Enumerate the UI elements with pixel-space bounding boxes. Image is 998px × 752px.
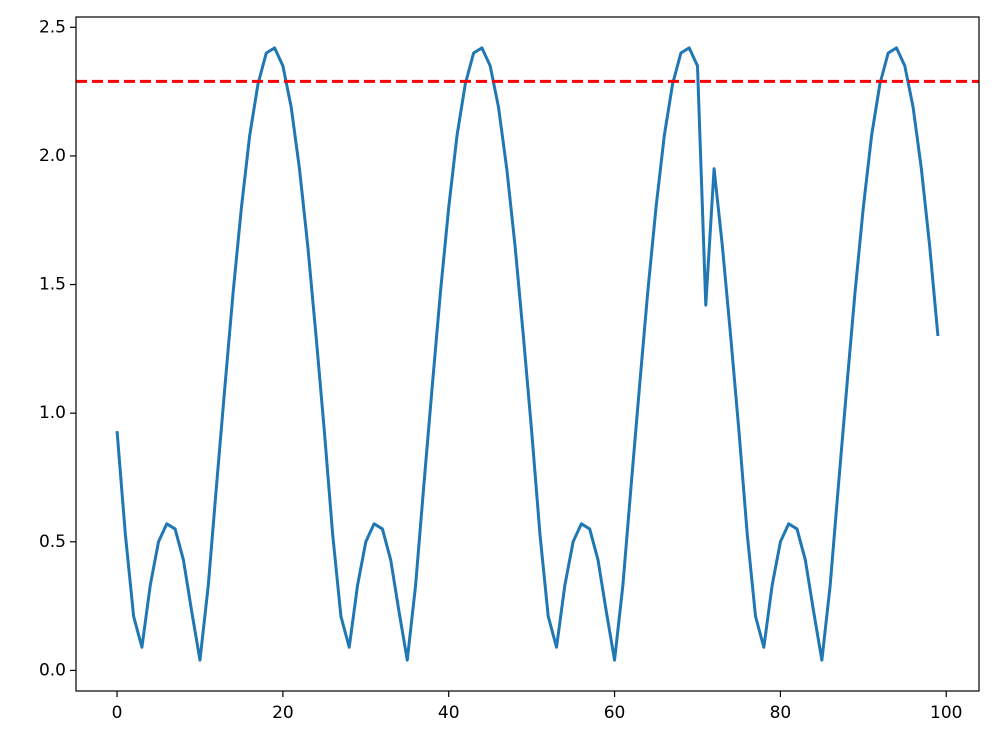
x-tick-label: 80 — [770, 703, 792, 723]
x-tick-label: 100 — [930, 703, 962, 723]
x-tick-label: 40 — [438, 703, 460, 723]
y-tick-label: 2.0 — [39, 146, 66, 166]
y-tick-label: 0.5 — [39, 532, 66, 552]
y-tick-label: 1.5 — [39, 275, 66, 295]
y-tick-label: 2.5 — [39, 17, 66, 37]
x-tick-label: 20 — [272, 703, 294, 723]
line-series — [115, 46, 940, 662]
x-tick-label: 60 — [604, 703, 626, 723]
plot-frame — [75, 16, 980, 692]
y-tick-label: 0.0 — [39, 660, 66, 680]
x-tick-label: 0 — [112, 703, 123, 723]
y-tick-label: 1.0 — [39, 403, 66, 423]
